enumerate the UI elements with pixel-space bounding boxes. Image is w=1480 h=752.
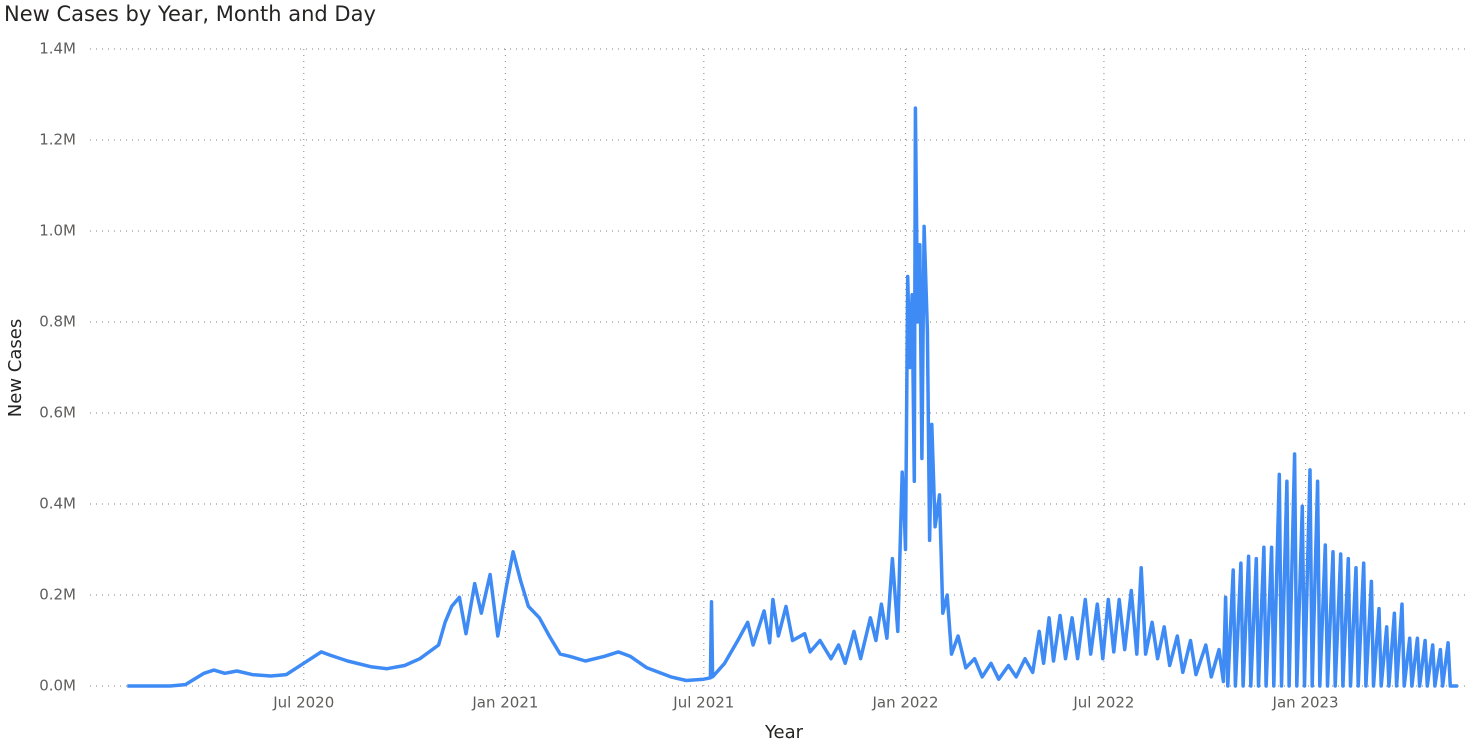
x-tick-label: Jan 2021: [471, 694, 538, 712]
y-tick-label: 0.4M: [39, 495, 76, 513]
chart-title: New Cases by Year, Month and Day: [4, 2, 376, 26]
y-tick-label: 0.0M: [39, 677, 76, 695]
x-tick-label: Jul 2020: [272, 694, 334, 712]
y-tick-label: 1.4M: [39, 40, 76, 58]
y-tick-label: 0.6M: [39, 404, 76, 422]
x-axis-label: Year: [764, 722, 804, 743]
x-tick-label: Jan 2023: [1272, 694, 1339, 712]
x-tick-label: Jan 2022: [871, 694, 938, 712]
y-tick-label: 0.2M: [39, 586, 76, 604]
y-tick-label: 0.8M: [39, 313, 76, 331]
y-tick-label: 1.0M: [39, 222, 76, 240]
y-axis-label: New Cases: [5, 319, 26, 417]
data-line: [127, 106, 1458, 688]
y-tick-label: 1.2M: [39, 131, 76, 149]
x-tick-label: Jul 2021: [672, 694, 734, 712]
x-tick-label: Jul 2022: [1072, 694, 1134, 712]
